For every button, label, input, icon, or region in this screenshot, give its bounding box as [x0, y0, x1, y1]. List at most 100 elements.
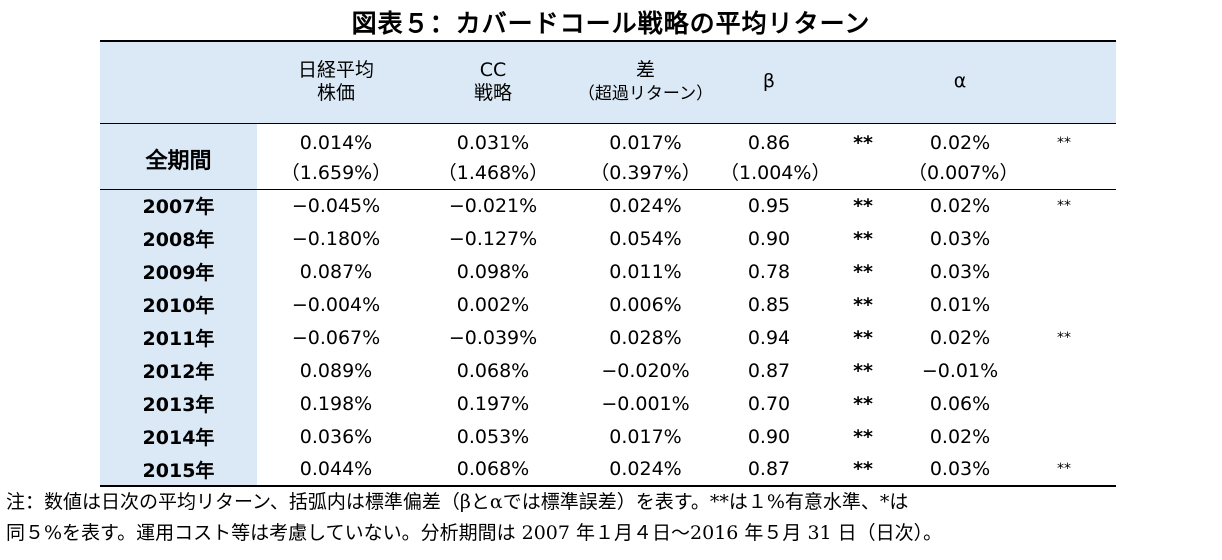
returns-table: 日経平均 株価 CC 戦略 差（超過リターン） β α 全期間 0.014% 0.0…: [100, 40, 1116, 487]
cell-cc: 0.197%: [456, 392, 530, 415]
full-alpha-sd: （0.007%）: [908, 162, 1019, 185]
header-alpha: α: [953, 70, 967, 93]
cell-alpha-sig: **: [1057, 461, 1071, 477]
cell-alpha: 0.03%: [929, 227, 991, 250]
year-label: 2007年: [100, 189, 257, 222]
cell-cc: 0.053%: [456, 425, 530, 448]
cell-nikkei: 0.198%: [299, 392, 373, 415]
cell-nikkei: 0.087%: [299, 260, 373, 283]
cell-diff: 0.054%: [609, 227, 682, 250]
cell-cc: −0.021%: [448, 194, 538, 217]
cell-beta: 0.95: [747, 194, 791, 217]
cell-alpha-sig: [1012, 222, 1116, 255]
cell-beta-sig: **: [853, 227, 873, 250]
table-row: 2010年 −0.004% 0.002% 0.006% 0.85 ** 0.01%: [100, 288, 1116, 321]
header-cc: CC 戦略: [473, 58, 512, 105]
cell-diff: 0.024%: [609, 194, 682, 217]
cell-beta-sig: **: [853, 425, 873, 448]
full-cc-sd: （1.468%）: [437, 162, 549, 185]
cell-alpha-sig: [1012, 255, 1116, 288]
full-alpha: 0.02%: [929, 132, 991, 155]
full-cc: 0.031%: [456, 132, 530, 155]
cell-alpha: 0.02%: [929, 425, 991, 448]
header-beta-sig: [818, 41, 908, 123]
cell-diff: 0.011%: [609, 260, 682, 283]
cell-beta: 0.70: [747, 392, 791, 415]
cell-beta-sig: **: [853, 359, 873, 382]
header-empty: [100, 41, 257, 123]
cell-beta-sig: **: [853, 194, 873, 217]
table-row: 2007年 −0.045% −0.021% 0.024% 0.95 ** 0.02% **: [100, 189, 1116, 222]
table-row: 2008年 −0.180% −0.127% 0.054% 0.90 ** 0.03%: [100, 222, 1116, 255]
cell-beta: 0.85: [747, 293, 791, 316]
cell-cc: −0.039%: [448, 326, 538, 349]
cell-nikkei: −0.004%: [291, 293, 381, 316]
cell-nikkei: 0.089%: [299, 359, 373, 382]
cell-nikkei: 0.044%: [299, 458, 373, 480]
cell-cc: 0.068%: [456, 458, 530, 480]
cell-beta: 0.87: [747, 359, 791, 382]
cell-cc: 0.068%: [456, 359, 530, 382]
table-row: 2009年 0.087% 0.098% 0.011% 0.78 ** 0.03%: [100, 255, 1116, 288]
cell-beta: 0.78: [747, 260, 791, 283]
full-diff-sd: （0.397%）: [590, 162, 701, 185]
year-label: 2010年: [100, 288, 257, 321]
cell-alpha: 0.02%: [929, 194, 991, 217]
cell-diff: 0.006%: [609, 293, 682, 316]
table-row: 2011年 −0.067% −0.039% 0.028% 0.94 ** 0.02% **: [100, 321, 1116, 354]
cell-beta-sig: **: [853, 260, 873, 283]
full-beta: 0.86: [747, 132, 791, 155]
full-nikkei-sd: （1.659%）: [280, 162, 392, 185]
cell-cc: 0.098%: [456, 260, 530, 283]
full-beta-sd: （1.004%）: [720, 162, 831, 185]
cell-beta: 0.87: [747, 458, 791, 480]
cell-alpha: 0.06%: [929, 392, 991, 415]
header-alpha-sig: [1012, 41, 1116, 123]
full-nikkei: 0.014%: [299, 132, 373, 155]
year-label: 2014年: [100, 420, 257, 453]
cell-alpha-sig: [1012, 354, 1116, 387]
cell-alpha: 0.01%: [929, 293, 991, 316]
table-title: 図表５：カバードコール戦略の平均リターン: [351, 9, 871, 38]
cell-beta-sig: **: [853, 293, 873, 316]
full-alpha-sig: **: [1057, 135, 1071, 152]
cell-beta: 0.90: [747, 227, 791, 250]
header-beta: β: [762, 70, 776, 93]
full-period-row: 全期間 0.014% 0.031% 0.017% 0.86 ** 0.02% *…: [100, 123, 1116, 189]
cell-cc: −0.127%: [448, 227, 538, 250]
year-label: 2013年: [100, 387, 257, 420]
full-diff: 0.017%: [609, 132, 682, 155]
cell-beta-sig: **: [853, 458, 873, 480]
cell-nikkei: −0.067%: [291, 326, 381, 349]
table-row: 2015年 0.044% 0.068% 0.024% 0.87 ** 0.03% **: [100, 453, 1116, 486]
cell-alpha: 0.03%: [929, 458, 991, 480]
cell-nikkei: −0.045%: [291, 194, 381, 217]
cell-alpha-sig: **: [1057, 197, 1071, 214]
header-row: 日経平均 株価 CC 戦略 差（超過リターン） β α: [100, 41, 1116, 123]
cell-diff: −0.020%: [601, 359, 690, 382]
full-beta-sig: **: [853, 132, 873, 155]
year-rows: 2007年 −0.045% −0.021% 0.024% 0.95 ** 0.02% ** 20…: [100, 189, 1116, 486]
year-label: 2008年: [100, 222, 257, 255]
footnote-line-2: 同５%を表す。運用コスト等は考慮していない。分析期間は 2007 年１月４日～2…: [6, 522, 943, 544]
cell-alpha-sig: [1012, 288, 1116, 321]
table-row: 2012年 0.089% 0.068% −0.020% 0.87 ** −0.01%: [100, 354, 1116, 387]
cell-alpha-sig: **: [1057, 329, 1071, 346]
year-label: 2009年: [100, 255, 257, 288]
footnote-line-1: 注：数値は日次の平均リターン、括弧内は標準偏差（βとαでは標準誤差）を表す。**…: [6, 491, 909, 513]
cell-beta-sig: **: [853, 392, 873, 415]
cell-alpha-sig: [1012, 387, 1116, 420]
full-period-sd-row: （1.659%） （1.468%） （0.397%） （1.004%） （0.0…: [100, 158, 1116, 189]
cell-beta: 0.94: [747, 326, 791, 349]
cell-alpha-sig: [1012, 420, 1116, 453]
cell-cc: 0.002%: [456, 293, 530, 316]
table-row: 2013年 0.198% 0.197% −0.001% 0.70 ** 0.06%: [100, 387, 1116, 420]
cell-diff: 0.028%: [609, 326, 682, 349]
cell-beta-sig: **: [853, 326, 873, 349]
cell-nikkei: 0.036%: [299, 425, 373, 448]
footnote: 注：数値は日次の平均リターン、括弧内は標準偏差（βとαでは標準誤差）を表す。**…: [6, 487, 1220, 549]
cell-alpha: 0.03%: [929, 260, 991, 283]
year-label: 2012年: [100, 354, 257, 387]
cell-alpha: −0.01%: [921, 359, 999, 382]
cell-diff: 0.017%: [609, 425, 682, 448]
